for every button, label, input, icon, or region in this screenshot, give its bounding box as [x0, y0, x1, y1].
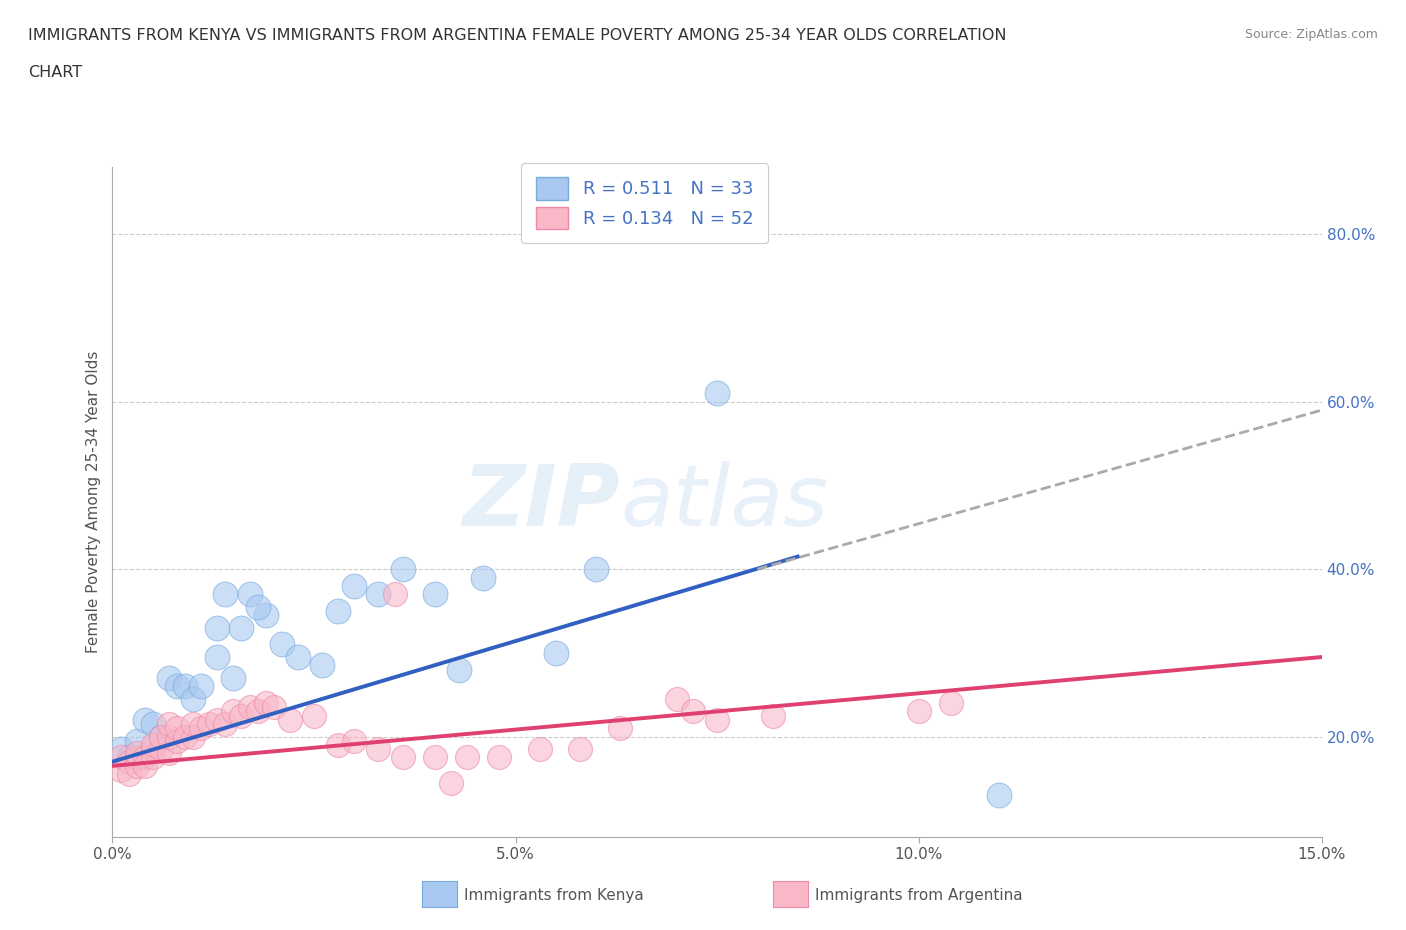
- Point: [110, 750, 132, 764]
- Point: [488, 750, 510, 764]
- Point: [125, 733, 148, 748]
- Point: [270, 637, 292, 652]
- Point: [190, 679, 212, 694]
- Point: [181, 717, 204, 732]
- Point: [238, 587, 260, 602]
- Point: [682, 704, 704, 719]
- Point: [328, 737, 350, 752]
- Point: [231, 620, 253, 635]
- Point: [367, 587, 389, 602]
- Point: [391, 750, 413, 764]
- Point: [134, 750, 156, 764]
- Point: [328, 604, 350, 618]
- Point: [391, 562, 413, 577]
- Point: [157, 717, 180, 732]
- Point: [585, 562, 607, 577]
- Point: [181, 729, 204, 744]
- Text: Source: ZipAtlas.com: Source: ZipAtlas.com: [1244, 28, 1378, 41]
- Text: atlas: atlas: [620, 460, 828, 544]
- Text: ZIP: ZIP: [463, 460, 620, 544]
- Point: [423, 750, 446, 764]
- Point: [609, 721, 631, 736]
- Point: [117, 750, 139, 764]
- Point: [207, 712, 229, 727]
- Point: [246, 600, 269, 615]
- Point: [246, 704, 269, 719]
- Point: [263, 700, 285, 715]
- Point: [238, 700, 260, 715]
- Point: [166, 721, 188, 736]
- Point: [149, 729, 172, 744]
- Point: [174, 729, 197, 744]
- Point: [149, 729, 172, 744]
- Point: [142, 750, 165, 764]
- Point: [287, 650, 309, 665]
- Y-axis label: Female Poverty Among 25-34 Year Olds: Female Poverty Among 25-34 Year Olds: [86, 351, 101, 654]
- Point: [529, 742, 551, 757]
- Point: [181, 692, 204, 707]
- Point: [449, 662, 471, 677]
- Point: [939, 696, 962, 711]
- Point: [157, 671, 180, 685]
- Point: [254, 608, 277, 623]
- Point: [988, 788, 1011, 803]
- Point: [423, 587, 446, 602]
- Point: [207, 620, 229, 635]
- Point: [367, 742, 389, 757]
- Point: [706, 712, 728, 727]
- Point: [214, 587, 236, 602]
- Point: [110, 742, 132, 757]
- Point: [166, 679, 188, 694]
- Point: [198, 717, 221, 732]
- Text: IMMIGRANTS FROM KENYA VS IMMIGRANTS FROM ARGENTINA FEMALE POVERTY AMONG 25-34 YE: IMMIGRANTS FROM KENYA VS IMMIGRANTS FROM…: [28, 28, 1007, 43]
- Point: [207, 650, 229, 665]
- Point: [190, 721, 212, 736]
- Point: [125, 746, 148, 761]
- Point: [544, 645, 567, 660]
- Point: [254, 696, 277, 711]
- Point: [311, 658, 333, 673]
- Point: [569, 742, 592, 757]
- Point: [278, 712, 301, 727]
- Text: Immigrants from Argentina: Immigrants from Argentina: [815, 888, 1024, 903]
- Point: [222, 704, 245, 719]
- Point: [117, 754, 139, 769]
- Point: [110, 763, 132, 777]
- Point: [384, 587, 406, 602]
- Point: [440, 776, 463, 790]
- Point: [166, 733, 188, 748]
- Point: [149, 742, 172, 757]
- Point: [907, 704, 929, 719]
- Point: [142, 717, 165, 732]
- Point: [472, 570, 495, 585]
- Point: [665, 692, 688, 707]
- Point: [134, 712, 156, 727]
- Point: [174, 679, 197, 694]
- Legend: R = 0.511   N = 33, R = 0.134   N = 52: R = 0.511 N = 33, R = 0.134 N = 52: [522, 163, 768, 244]
- Point: [134, 759, 156, 774]
- Point: [214, 717, 236, 732]
- Point: [142, 742, 165, 757]
- Point: [142, 737, 165, 752]
- Point: [456, 750, 478, 764]
- Point: [157, 729, 180, 744]
- Point: [117, 766, 139, 781]
- Text: Immigrants from Kenya: Immigrants from Kenya: [464, 888, 644, 903]
- Point: [125, 750, 148, 764]
- Point: [343, 578, 366, 593]
- Point: [302, 709, 325, 724]
- Point: [343, 733, 366, 748]
- Point: [706, 386, 728, 401]
- Point: [157, 746, 180, 761]
- Point: [762, 709, 785, 724]
- Point: [231, 709, 253, 724]
- Point: [125, 759, 148, 774]
- Point: [222, 671, 245, 685]
- Text: CHART: CHART: [28, 65, 82, 80]
